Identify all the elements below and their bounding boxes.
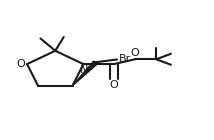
Polygon shape bbox=[73, 61, 98, 86]
Text: O: O bbox=[110, 80, 118, 90]
Text: N: N bbox=[80, 65, 88, 75]
Text: Br: Br bbox=[119, 54, 131, 64]
Text: O: O bbox=[131, 48, 140, 58]
Text: O: O bbox=[16, 59, 25, 69]
